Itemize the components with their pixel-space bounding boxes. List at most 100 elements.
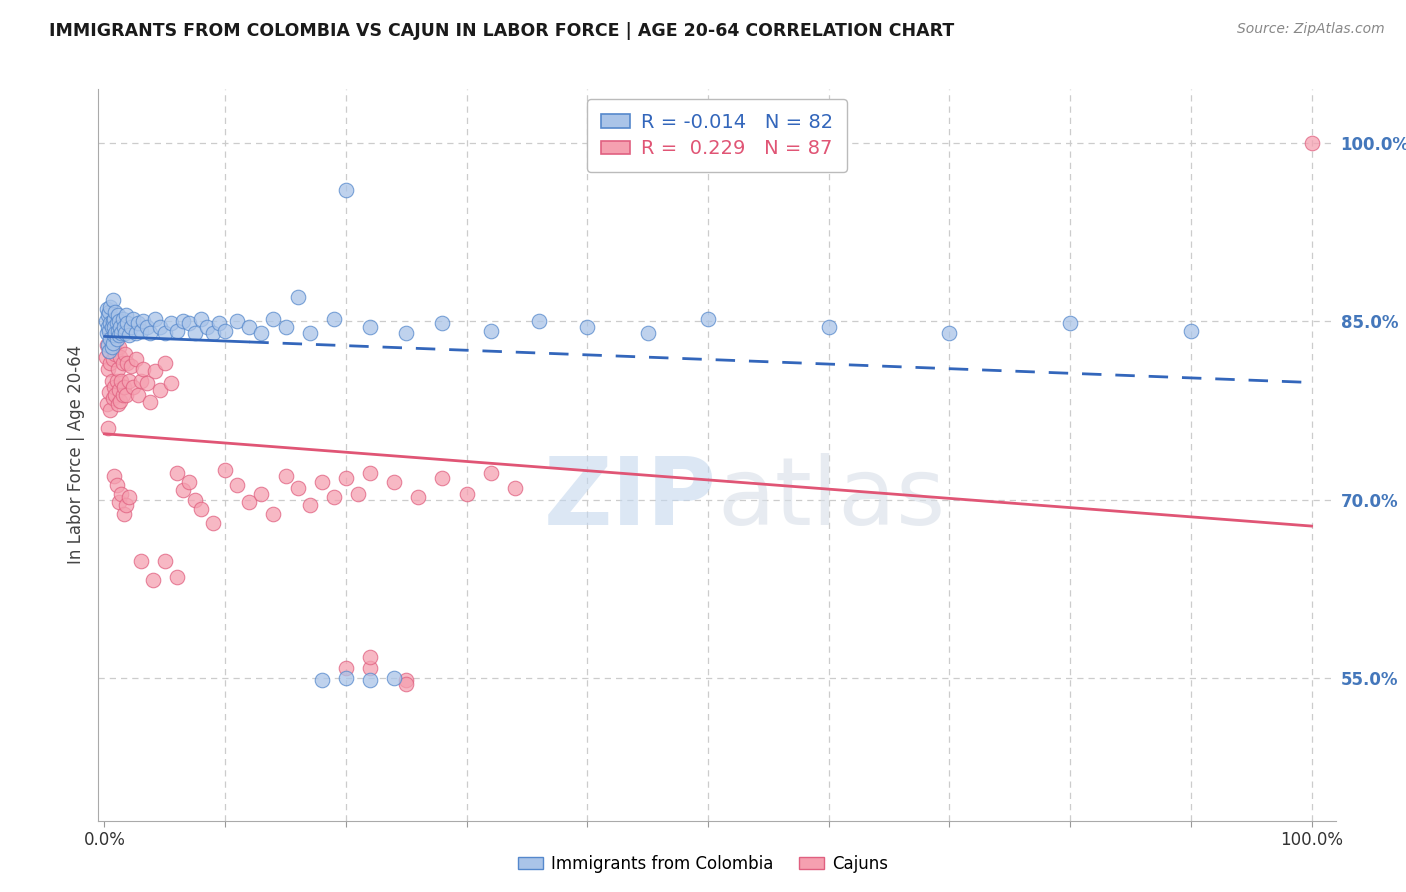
Point <box>98 343 121 358</box>
Point <box>103 338 125 352</box>
Point <box>96 338 118 352</box>
Point <box>576 320 599 334</box>
Point <box>1059 317 1081 331</box>
Point <box>214 324 236 338</box>
Point <box>395 326 418 340</box>
Point <box>105 317 128 331</box>
Point <box>108 314 131 328</box>
Point <box>98 343 121 358</box>
Point <box>129 554 152 568</box>
Point <box>104 304 127 318</box>
Point <box>107 397 129 411</box>
Point <box>122 311 145 326</box>
Point <box>115 388 138 402</box>
Point <box>382 475 405 489</box>
Point <box>122 379 145 393</box>
Point <box>120 359 142 374</box>
Point <box>335 183 357 197</box>
Point <box>108 328 131 343</box>
Point <box>177 317 200 331</box>
Point <box>1301 136 1323 150</box>
Point <box>195 320 218 334</box>
Point <box>479 467 502 481</box>
Point <box>105 332 128 346</box>
Point <box>226 314 249 328</box>
Point <box>322 311 344 326</box>
Point <box>153 356 176 370</box>
Point <box>359 673 381 688</box>
Point <box>527 314 550 328</box>
Point <box>112 507 135 521</box>
Point <box>115 499 138 513</box>
Point <box>132 361 155 376</box>
Point <box>125 352 148 367</box>
Legend: R = -0.014   N = 82, R =  0.229   N = 87: R = -0.014 N = 82, R = 0.229 N = 87 <box>586 99 848 172</box>
Point <box>103 379 125 393</box>
Point <box>104 388 127 402</box>
Point <box>110 486 132 500</box>
Point <box>100 320 122 334</box>
Point <box>127 388 149 402</box>
Point <box>100 356 122 370</box>
Point <box>97 320 120 334</box>
Point <box>359 320 381 334</box>
Legend: Immigrants from Colombia, Cajuns: Immigrants from Colombia, Cajuns <box>512 848 894 880</box>
Point <box>190 311 212 326</box>
Point <box>115 308 138 322</box>
Point <box>311 673 333 688</box>
Point <box>172 483 194 497</box>
Point <box>359 649 381 664</box>
Point <box>103 320 125 334</box>
Point <box>817 320 839 334</box>
Point <box>111 388 134 402</box>
Point <box>114 326 136 340</box>
Point <box>101 293 124 307</box>
Point <box>503 481 526 495</box>
Point <box>129 374 152 388</box>
Point <box>111 356 134 370</box>
Point <box>250 326 273 340</box>
Point <box>238 320 260 334</box>
Point <box>105 478 128 492</box>
Point <box>142 574 165 588</box>
Point <box>101 352 124 367</box>
Point <box>172 314 194 328</box>
Point <box>98 385 121 400</box>
Text: atlas: atlas <box>717 453 945 545</box>
Point <box>97 338 120 352</box>
Point <box>274 320 297 334</box>
Point <box>108 393 131 408</box>
Point <box>335 661 357 675</box>
Point <box>160 317 183 331</box>
Point <box>117 317 139 331</box>
Point <box>262 507 284 521</box>
Point <box>166 467 188 481</box>
Point <box>108 383 131 397</box>
Point <box>153 326 176 340</box>
Point <box>456 486 478 500</box>
Point <box>160 376 183 390</box>
Point <box>98 304 121 318</box>
Point <box>100 332 122 346</box>
Point <box>100 374 122 388</box>
Point <box>208 317 231 331</box>
Point <box>97 421 120 435</box>
Text: ZIP: ZIP <box>544 453 717 545</box>
Point <box>125 326 148 340</box>
Point <box>143 364 166 378</box>
Point <box>135 376 157 390</box>
Point <box>938 326 960 340</box>
Point <box>637 326 659 340</box>
Point <box>98 324 121 338</box>
Point <box>298 326 321 340</box>
Point <box>359 661 381 675</box>
Point <box>177 475 200 489</box>
Point <box>117 328 139 343</box>
Point <box>117 356 139 370</box>
Point <box>101 392 124 406</box>
Point <box>135 320 157 334</box>
Point <box>101 335 124 350</box>
Point <box>432 317 454 331</box>
Point <box>101 314 124 328</box>
Point <box>359 467 381 481</box>
